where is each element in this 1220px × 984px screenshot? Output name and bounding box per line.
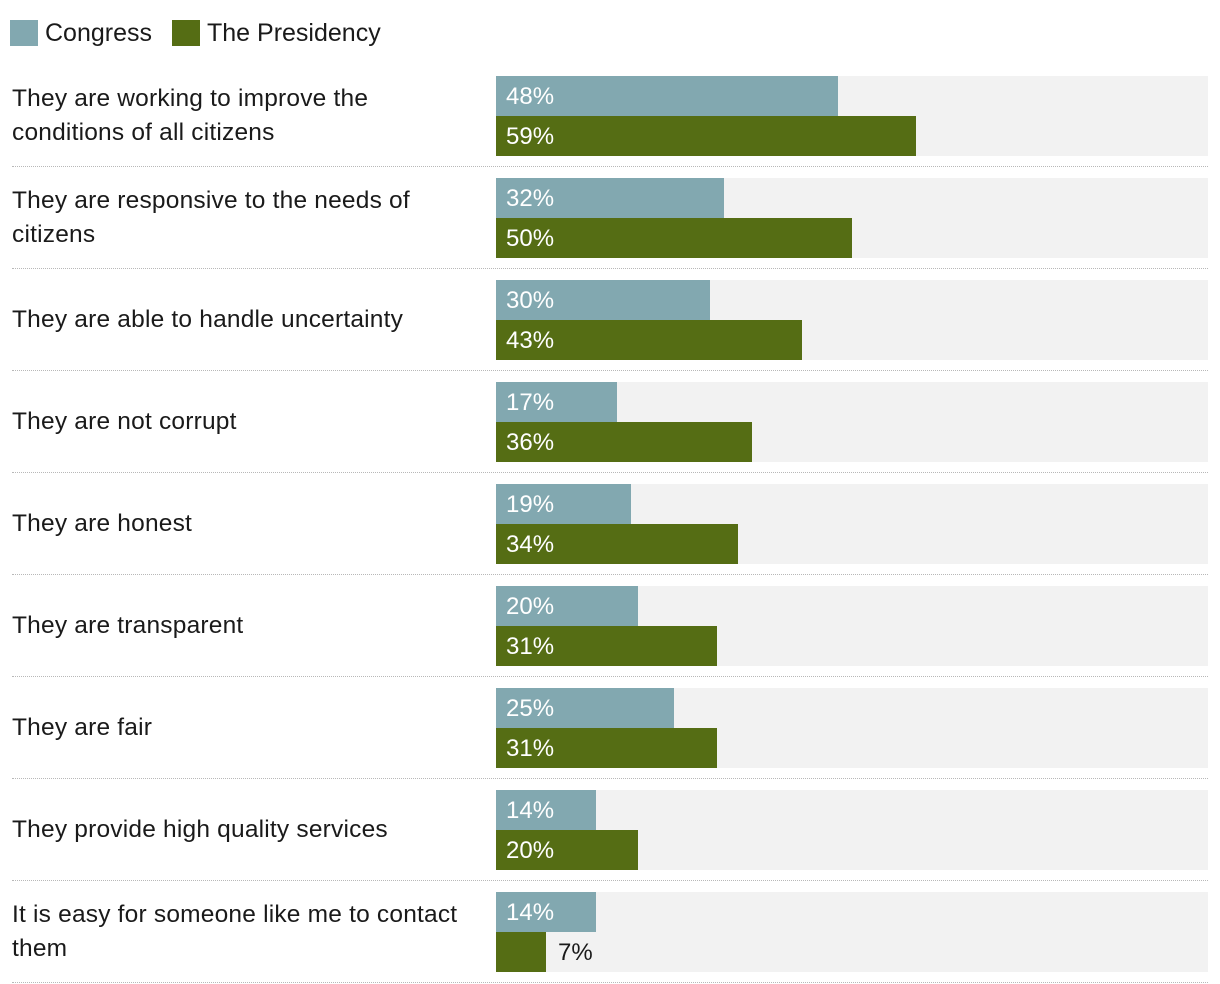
value-label-presidency: 34% bbox=[506, 531, 555, 558]
bar-congress[interactable] bbox=[496, 586, 638, 626]
category-label: They are not corrupt bbox=[12, 408, 237, 435]
bar-presidency[interactable] bbox=[496, 830, 638, 870]
legend-label-presidency: The Presidency bbox=[207, 19, 381, 47]
value-label-presidency: 31% bbox=[506, 633, 555, 660]
value-label-congress: 14% bbox=[506, 797, 555, 824]
bar-presidency[interactable] bbox=[496, 116, 916, 156]
legend-label-congress: Congress bbox=[45, 19, 152, 47]
category-label: They are able to handle uncertainty bbox=[12, 306, 404, 333]
value-label-congress: 14% bbox=[506, 899, 555, 926]
chart-row: They are able to handle uncertainty 30% 43… bbox=[0, 270, 1220, 372]
value-label-congress: 25% bbox=[506, 695, 555, 722]
bar-congress[interactable] bbox=[496, 484, 631, 524]
category-label: They provide high quality services bbox=[12, 816, 388, 843]
chart-row: They are working to improve the conditio… bbox=[0, 66, 1220, 168]
value-label-presidency: 59% bbox=[506, 123, 555, 150]
value-label-presidency: 50% bbox=[506, 225, 555, 252]
bar-congress[interactable] bbox=[496, 688, 674, 728]
legend: Congress The Presidency bbox=[10, 18, 401, 48]
bar-track: 19% 34% bbox=[496, 484, 1208, 564]
category-label: It is easy for someone like me to contac… bbox=[12, 901, 458, 962]
bar-congress[interactable] bbox=[496, 76, 838, 116]
bar-track: 25% 31% bbox=[496, 688, 1208, 768]
bar-presidency[interactable] bbox=[496, 932, 546, 972]
chart-row: They are honest 19% 34% bbox=[0, 474, 1220, 576]
row-divider bbox=[12, 880, 1208, 881]
category-label: They are transparent bbox=[12, 612, 244, 639]
bar-presidency[interactable] bbox=[496, 524, 738, 564]
value-label-congress: 48% bbox=[506, 83, 555, 110]
chart-row: They are not corrupt 17% 36% bbox=[0, 372, 1220, 474]
bar-track: 17% 36% bbox=[496, 382, 1208, 462]
bar-presidency[interactable] bbox=[496, 320, 802, 360]
value-label-congress: 30% bbox=[506, 287, 555, 314]
bar-congress[interactable] bbox=[496, 382, 617, 422]
category-label: They are responsive to the needs of citi… bbox=[12, 187, 410, 248]
row-divider bbox=[12, 982, 1208, 983]
value-label-presidency: 36% bbox=[506, 429, 555, 456]
bar-congress[interactable] bbox=[496, 892, 596, 932]
bar-presidency[interactable] bbox=[496, 728, 717, 768]
chart-row: They provide high quality services 14% 20% bbox=[0, 780, 1220, 882]
row-divider bbox=[12, 778, 1208, 779]
bar-track: 32% 50% bbox=[496, 178, 1208, 258]
category-label: They are working to improve the conditio… bbox=[12, 85, 369, 146]
category-label: They are fair bbox=[12, 714, 153, 741]
row-divider bbox=[12, 574, 1208, 575]
row-divider bbox=[12, 370, 1208, 371]
chart-row: They are responsive to the needs of citi… bbox=[0, 168, 1220, 270]
category-label: They are honest bbox=[12, 510, 193, 537]
value-label-congress: 32% bbox=[506, 185, 555, 212]
bar-track: 14% 7% bbox=[496, 892, 1208, 972]
value-label-congress: 20% bbox=[506, 593, 555, 620]
value-label-presidency: 20% bbox=[506, 837, 555, 864]
value-label-presidency: 7% bbox=[558, 939, 593, 966]
bar-congress[interactable] bbox=[496, 280, 710, 320]
chart-row: It is easy for someone like me to contac… bbox=[0, 882, 1220, 984]
bar-chart: They are working to improve the conditio… bbox=[0, 66, 1220, 984]
bar-track: 20% 31% bbox=[496, 586, 1208, 666]
legend-item-congress[interactable]: Congress bbox=[10, 18, 152, 48]
row-divider bbox=[12, 268, 1208, 269]
bar-track: 48% 59% bbox=[496, 76, 1208, 156]
bar-congress[interactable] bbox=[496, 790, 596, 830]
value-label-congress: 17% bbox=[506, 389, 555, 416]
row-divider bbox=[12, 676, 1208, 677]
presidency-swatch bbox=[172, 20, 200, 46]
chart-row: They are transparent 20% 31% bbox=[0, 576, 1220, 678]
row-divider bbox=[12, 472, 1208, 473]
bar-presidency[interactable] bbox=[496, 218, 852, 258]
value-label-presidency: 43% bbox=[506, 327, 555, 354]
bar-presidency[interactable] bbox=[496, 422, 752, 462]
bar-track: 30% 43% bbox=[496, 280, 1208, 360]
bar-track: 14% 20% bbox=[496, 790, 1208, 870]
legend-item-presidency[interactable]: The Presidency bbox=[172, 18, 381, 48]
row-divider bbox=[12, 166, 1208, 167]
value-label-congress: 19% bbox=[506, 491, 555, 518]
value-label-presidency: 31% bbox=[506, 735, 555, 762]
bar-presidency[interactable] bbox=[496, 626, 717, 666]
congress-swatch bbox=[10, 20, 38, 46]
bar-congress[interactable] bbox=[496, 178, 724, 218]
chart-row: They are fair 25% 31% bbox=[0, 678, 1220, 780]
